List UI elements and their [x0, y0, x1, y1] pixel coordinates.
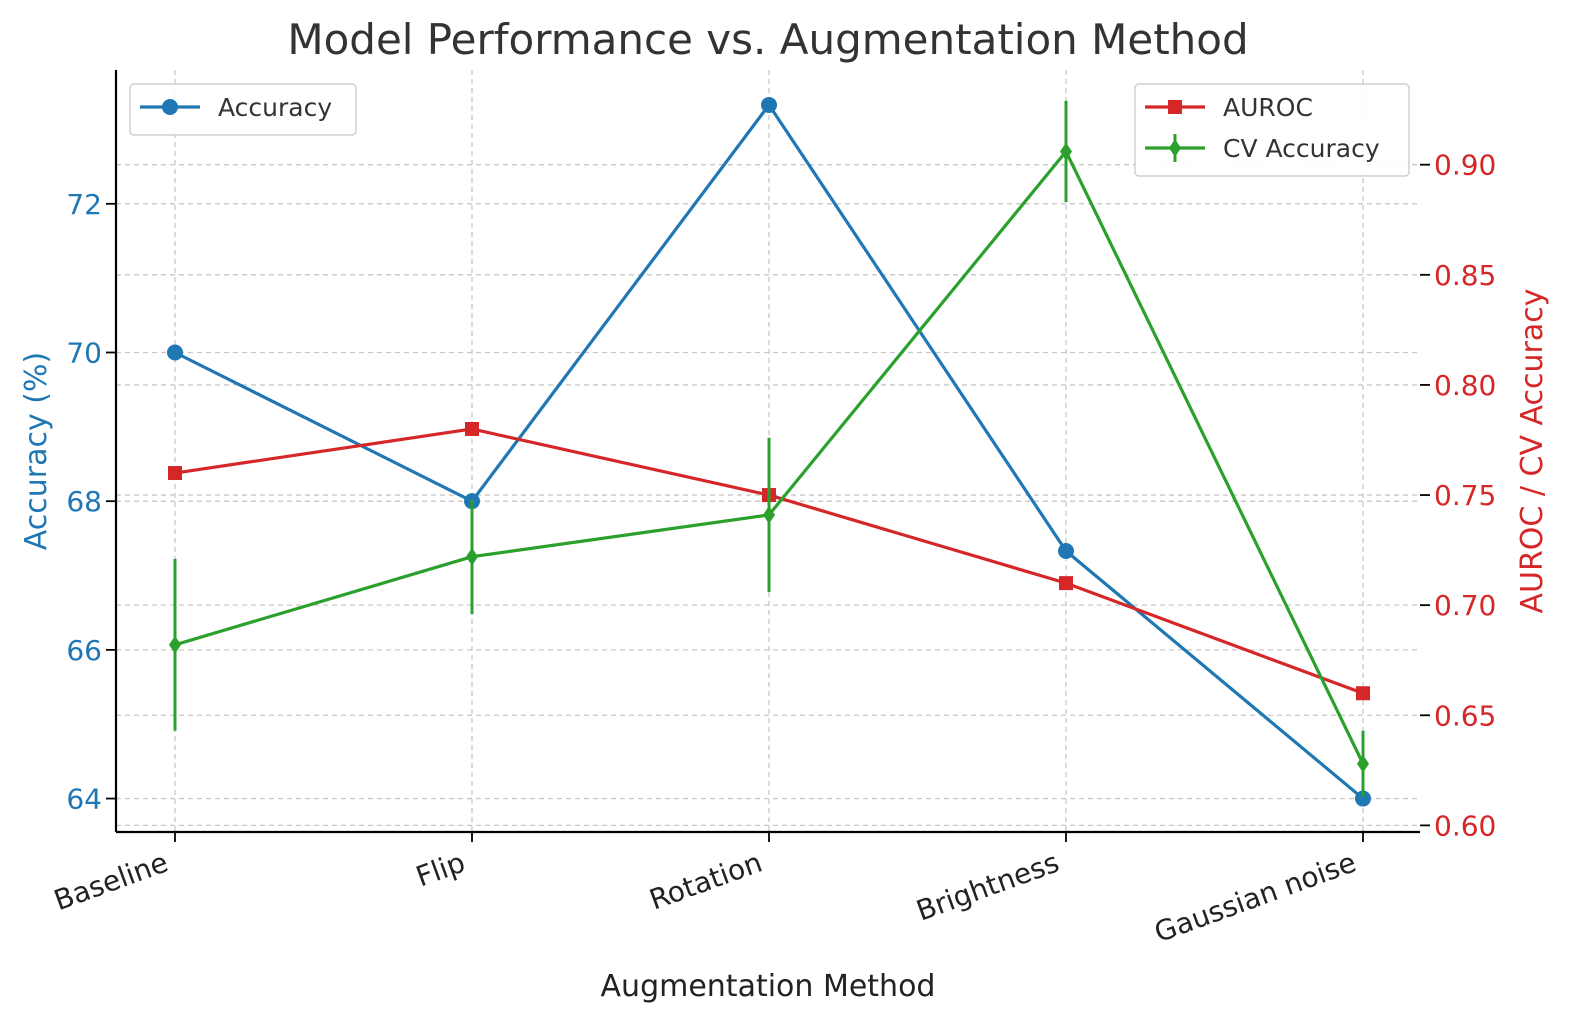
data-point: [1058, 542, 1074, 559]
data-point: [1168, 100, 1182, 114]
right-axis-tick-label: 0.70: [1434, 589, 1496, 622]
legend-item: AUROC: [1145, 93, 1313, 122]
right-axis-tick-label: 0.90: [1434, 149, 1496, 182]
right-axis-tick-label: 0.60: [1434, 809, 1496, 842]
legend-left: Accuracy: [129, 83, 357, 136]
data-point: [1059, 576, 1073, 591]
x-axis-tick-label: Baseline: [50, 846, 173, 918]
legend-item: Accuracy: [140, 93, 332, 122]
data-point: [162, 99, 178, 115]
right-axis-tick-label: 0.80: [1434, 369, 1496, 402]
series-accuracy: [167, 96, 1371, 807]
data-point: [763, 505, 775, 524]
x-axis-tick-label: Rotation: [645, 846, 766, 917]
right-axis-tick-label: 0.75: [1434, 479, 1496, 512]
left-axis-label: Accuracy (%): [19, 352, 54, 550]
legend-item: CV Accuracy: [1145, 134, 1380, 163]
data-point: [761, 96, 777, 113]
left-axis-tick-label: 66: [66, 634, 102, 667]
legend-right: AUROC CV Accuracy: [1134, 83, 1410, 177]
legend-label: CV Accuracy: [1223, 134, 1380, 163]
data-point: [1357, 754, 1369, 773]
data-point: [1355, 790, 1371, 807]
right-axis-label: AUROC / CV Accuracy: [1515, 288, 1550, 613]
x-axis-tick-label: Flip: [412, 846, 470, 894]
left-axis-tick-label: 70: [66, 336, 102, 369]
data-point: [466, 547, 478, 566]
x-axis-tick-label: Brightness: [912, 846, 1063, 928]
chart-title: Model Performance vs. Augmentation Metho…: [287, 15, 1248, 64]
data-point: [168, 466, 182, 481]
left-axis-tick-label: 64: [66, 783, 102, 816]
data-point: [169, 635, 181, 654]
data-point: [465, 421, 479, 436]
series-layer: [167, 96, 1371, 807]
labels-layer: Model Performance vs. Augmentation Metho…: [19, 15, 1550, 1004]
legend-layer: Accuracy AUROC CV Accuracy: [129, 83, 1410, 177]
series-cv-accuracy: [169, 100, 1369, 797]
data-point: [167, 344, 183, 361]
legend-label: Accuracy: [218, 93, 332, 122]
grid: [116, 70, 1420, 832]
legend-box: [129, 83, 357, 136]
x-axis-tick-label: Gaussian noise: [1150, 846, 1360, 949]
right-axis-tick-label: 0.65: [1434, 699, 1496, 732]
data-point: [1356, 686, 1370, 701]
left-axis-tick-label: 68: [66, 485, 102, 518]
x-axis-label: Augmentation Method: [601, 969, 936, 1004]
left-axis-tick-label: 72: [66, 188, 102, 221]
data-point: [1060, 142, 1072, 161]
data-point: [1169, 139, 1181, 157]
legend-label: AUROC: [1223, 93, 1313, 122]
right-axis-tick-label: 0.85: [1434, 259, 1496, 292]
